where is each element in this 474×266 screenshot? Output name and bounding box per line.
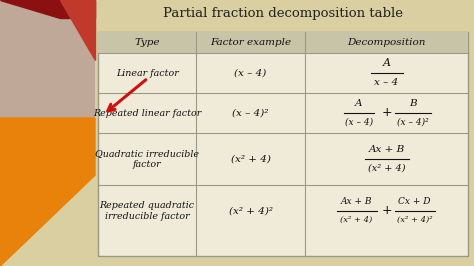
Text: (x² + 4)²: (x² + 4)² xyxy=(228,206,273,215)
FancyBboxPatch shape xyxy=(98,32,468,53)
Text: Type: Type xyxy=(134,38,160,47)
Text: Partial fraction decomposition table: Partial fraction decomposition table xyxy=(163,7,403,20)
Text: Ax + B: Ax + B xyxy=(341,197,373,206)
Text: Factor example: Factor example xyxy=(210,38,291,47)
Text: (x – 4)²: (x – 4)² xyxy=(232,109,269,118)
Text: (x² + 4)²: (x² + 4)² xyxy=(397,216,432,224)
Text: A: A xyxy=(383,58,391,68)
Text: Linear factor: Linear factor xyxy=(116,69,178,77)
Text: x – 4: x – 4 xyxy=(374,78,399,87)
Text: Ax + B: Ax + B xyxy=(368,145,405,154)
Text: Cx + D: Cx + D xyxy=(398,197,431,206)
Polygon shape xyxy=(0,118,95,266)
Text: (x² + 4): (x² + 4) xyxy=(231,155,271,164)
Text: (x² + 4): (x² + 4) xyxy=(340,216,373,224)
Text: (x – 4): (x – 4) xyxy=(235,69,267,77)
Text: (x – 4): (x – 4) xyxy=(345,118,373,127)
Text: (x² + 4): (x² + 4) xyxy=(368,164,405,173)
Text: Repeated quadratic
irreducible factor: Repeated quadratic irreducible factor xyxy=(100,201,195,221)
FancyBboxPatch shape xyxy=(98,32,468,256)
Polygon shape xyxy=(0,175,95,266)
Polygon shape xyxy=(60,0,95,60)
Text: Quadratic irreducible
factor: Quadratic irreducible factor xyxy=(95,149,199,169)
Polygon shape xyxy=(0,0,95,18)
FancyBboxPatch shape xyxy=(0,0,95,120)
Text: +: + xyxy=(381,106,392,119)
Text: A: A xyxy=(355,99,362,108)
Text: Repeated linear factor: Repeated linear factor xyxy=(93,109,201,118)
Text: (x – 4)²: (x – 4)² xyxy=(397,118,428,127)
Text: +: + xyxy=(381,205,392,218)
FancyArrowPatch shape xyxy=(108,80,146,111)
Text: Decomposition: Decomposition xyxy=(347,38,426,47)
Text: B: B xyxy=(409,99,417,108)
